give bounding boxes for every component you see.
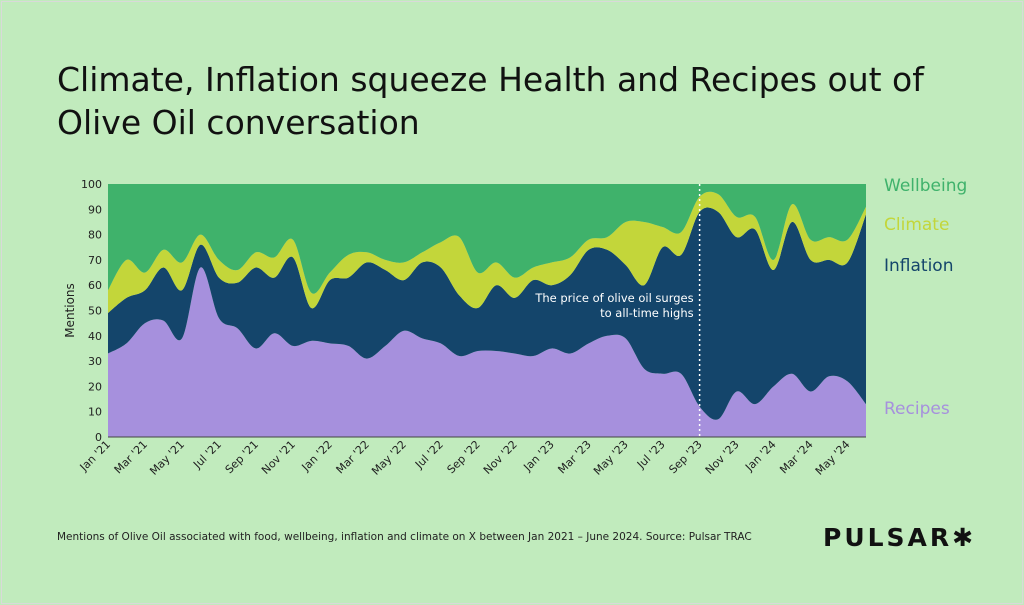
y-axis-label: Mentions xyxy=(63,283,77,338)
chart-title: Climate, Inflation squeeze Health and Re… xyxy=(57,60,924,142)
area-climate xyxy=(108,191,866,314)
x-tick-label: May '22 xyxy=(369,438,409,478)
annotation-text: The price of olive oil surges xyxy=(534,291,693,305)
x-tick-label: Mar '21 xyxy=(112,438,150,476)
pulsar-logo: PULSAR✱ xyxy=(823,523,977,552)
annotation-text: to all-time highs xyxy=(600,306,694,320)
x-tick-label: Mar '22 xyxy=(334,438,372,476)
y-tick-label: 30 xyxy=(88,355,102,368)
legend-inflation: Inflation xyxy=(884,256,954,276)
y-tick-label: 60 xyxy=(88,279,102,292)
area-recipes xyxy=(108,267,866,437)
x-tick-label: Jan '23 xyxy=(520,438,556,474)
y-tick-label: 10 xyxy=(88,406,102,419)
x-tick-label: Mar '23 xyxy=(555,438,593,476)
legend-wellbeing: Wellbeing xyxy=(884,176,968,196)
y-tick-label: 50 xyxy=(88,305,102,318)
y-tick-label: 20 xyxy=(88,380,102,393)
x-tick-label: Jul '23 xyxy=(634,438,668,472)
x-tick-label: Sep '23 xyxy=(666,438,704,476)
x-tick-label: May '24 xyxy=(813,438,853,478)
area-wellbeing xyxy=(108,184,866,294)
y-tick-label: 90 xyxy=(88,203,102,216)
x-tick-label: Jan '22 xyxy=(299,438,335,474)
y-tick-label: 70 xyxy=(88,254,102,267)
caption: Mentions of Olive Oil associated with fo… xyxy=(57,531,752,543)
x-tick-label: May '23 xyxy=(591,438,631,478)
y-tick-label: 40 xyxy=(88,330,102,343)
x-tick-label: Sep '22 xyxy=(445,438,483,476)
x-tick-label: Sep '21 xyxy=(223,438,261,476)
x-tick-label: May '21 xyxy=(147,438,187,478)
legend-recipes: Recipes xyxy=(884,399,950,419)
x-tick-label: Jul '21 xyxy=(190,438,224,472)
y-tick-label: 80 xyxy=(88,229,102,242)
legend-climate: Climate xyxy=(884,215,950,235)
y-tick-label: 0 xyxy=(95,431,102,444)
x-tick-label: Nov '23 xyxy=(703,438,742,477)
y-tick-label: 100 xyxy=(81,178,102,191)
x-tick-label: Jul '22 xyxy=(412,438,446,472)
x-tick-label: Mar '24 xyxy=(777,438,815,476)
area-inflation xyxy=(108,207,866,420)
x-tick-label: Nov '22 xyxy=(481,438,520,477)
x-tick-label: Jan '24 xyxy=(742,438,778,474)
x-tick-label: Nov '21 xyxy=(259,438,298,477)
